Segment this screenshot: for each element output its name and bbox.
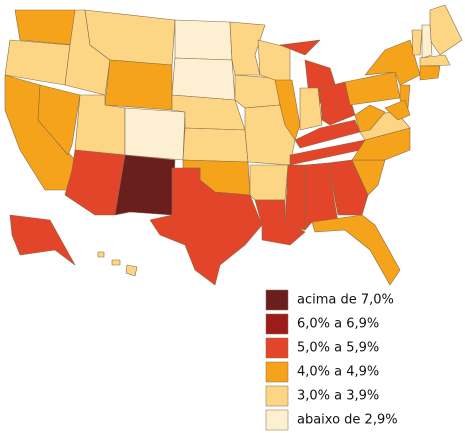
state [171,57,236,101]
state [411,29,423,56]
legend-label: 4,0% a 4,9% [297,365,379,380]
state [182,127,249,163]
state [429,4,463,56]
state [279,39,321,56]
state [421,24,433,59]
legend-swatch [265,361,289,383]
state [114,154,176,216]
state [311,214,401,286]
legend-swatch [265,337,289,359]
state [384,99,411,121]
legend-label: 5,0% a 5,9% [297,341,379,356]
state [104,59,173,111]
state [14,9,76,46]
state [149,167,263,286]
state [344,71,401,106]
state [419,65,441,81]
legend-label: 3,0% a 3,9% [297,389,379,404]
state [319,81,356,126]
state [234,74,281,109]
legend-swatch [265,385,289,407]
legend-swatch [265,409,289,431]
state [249,164,289,201]
state [124,107,186,161]
state [354,104,386,133]
state [9,214,76,266]
state [254,199,306,246]
state [174,19,233,61]
legend-swatch [265,313,289,335]
states [4,4,463,286]
state [419,54,451,67]
legend-swatch [265,289,289,311]
state [111,259,121,266]
state [284,164,306,231]
state [294,119,361,149]
legend-label: acima de 7,0% [297,293,394,308]
state [64,149,126,216]
state [299,87,323,131]
state [37,84,81,156]
legend: acima de 7,0% 6,0% a 6,9% 5,0% a 5,9% 4,0% … [265,289,398,431]
state [97,251,105,258]
state [125,264,138,277]
legend-label: abaixo de 2,9% [297,413,398,428]
legend-label: 6,0% a 6,9% [297,317,379,332]
